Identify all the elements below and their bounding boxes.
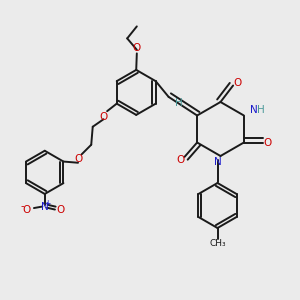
- Text: -: -: [20, 201, 24, 211]
- Text: N: N: [214, 157, 221, 167]
- Text: O: O: [56, 205, 64, 215]
- Text: O: O: [99, 112, 108, 122]
- Text: +: +: [44, 199, 51, 208]
- Text: H: H: [175, 98, 183, 109]
- Text: O: O: [233, 77, 241, 88]
- Text: O: O: [263, 137, 272, 148]
- Text: O: O: [176, 155, 184, 165]
- Text: CH₃: CH₃: [209, 239, 226, 248]
- Text: N: N: [41, 202, 49, 212]
- Text: H: H: [257, 105, 265, 115]
- Text: O: O: [22, 205, 30, 214]
- Text: O: O: [74, 154, 82, 164]
- Text: N: N: [250, 105, 258, 115]
- Text: O: O: [133, 43, 141, 53]
